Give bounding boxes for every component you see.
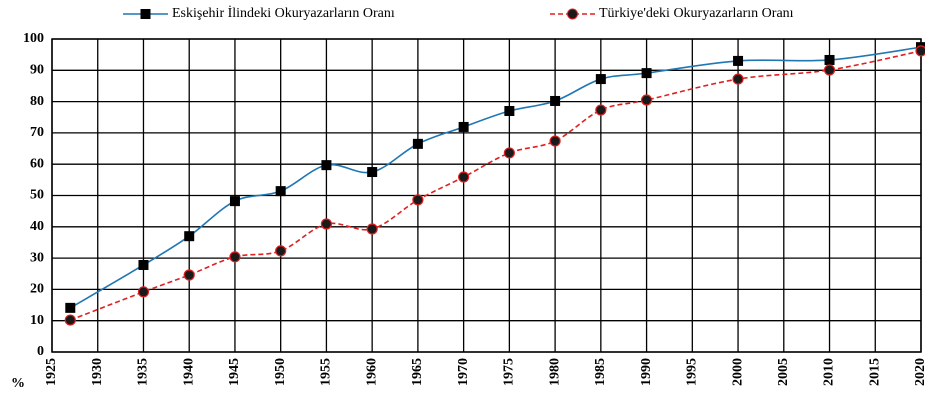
marker — [138, 259, 149, 270]
marker — [550, 95, 561, 106]
marker — [732, 73, 744, 85]
legend-label: Eskişehir İlindeki Okuryazarların Oranı — [172, 5, 395, 21]
marker — [595, 104, 607, 116]
x-tick-label: 2015 — [867, 358, 882, 386]
marker — [64, 314, 76, 326]
y-tick-label: 40 — [30, 219, 44, 234]
x-tick-label: 1945 — [227, 358, 242, 386]
marker — [641, 68, 652, 79]
y-tick-label: 20 — [30, 282, 44, 297]
marker — [503, 147, 515, 159]
marker — [321, 160, 332, 171]
marker — [412, 194, 424, 206]
marker — [320, 218, 333, 230]
x-tick-label: 1985 — [593, 358, 608, 386]
y-tick-label: 50 — [30, 188, 44, 203]
marker — [595, 74, 606, 85]
y-axis-label: % — [11, 376, 25, 391]
legend-label: Türkiye'deki Okuryazarların Oranı — [599, 6, 794, 21]
x-tick-label: 1965 — [410, 358, 425, 386]
x-tick-label: 1995 — [685, 358, 700, 386]
x-tick-label: 1950 — [273, 358, 288, 386]
x-tick-label: 2010 — [822, 358, 837, 386]
x-tick-label: 1930 — [90, 358, 105, 386]
x-tick-label: 1955 — [319, 358, 334, 386]
y-tick-label: 60 — [30, 156, 44, 171]
marker — [458, 171, 470, 183]
series-line — [69, 46, 922, 309]
y-tick-label: 90 — [30, 63, 44, 78]
x-tick-label: 1975 — [502, 358, 517, 386]
x-tick-label: 1940 — [181, 358, 196, 386]
x-tick-label: 1925 — [44, 358, 59, 386]
marker — [640, 94, 653, 106]
marker — [229, 196, 240, 207]
x-tick-label: 2000 — [730, 358, 745, 386]
marker — [65, 302, 76, 313]
y-tick-label: 0 — [37, 344, 44, 359]
marker — [275, 245, 287, 257]
plot-border — [51, 38, 922, 353]
marker — [137, 286, 150, 298]
legend-marker — [567, 8, 578, 20]
x-tick-label: 1960 — [364, 358, 379, 386]
marker — [549, 135, 561, 147]
y-tick-label: 100 — [23, 31, 44, 46]
marker — [823, 64, 836, 76]
y-tick-label: 30 — [30, 250, 44, 265]
x-tick-label: 1970 — [456, 358, 471, 386]
marker — [184, 231, 195, 242]
marker — [412, 138, 423, 149]
marker — [366, 223, 378, 235]
marker — [275, 186, 286, 197]
series-line — [70, 50, 922, 321]
x-tick-label: 1990 — [639, 358, 654, 386]
x-tick-label: 2005 — [776, 358, 791, 386]
marker — [733, 55, 744, 66]
y-tick-label: 10 — [30, 313, 44, 328]
marker — [229, 251, 241, 263]
marker — [367, 167, 378, 178]
y-tick-label: 70 — [30, 125, 44, 140]
marker — [504, 105, 515, 116]
legend-marker — [140, 9, 151, 19]
marker — [183, 269, 195, 281]
marker — [915, 45, 925, 57]
x-tick-label: 1980 — [547, 358, 562, 386]
x-tick-label: 1935 — [136, 358, 151, 386]
y-tick-label: 80 — [30, 94, 44, 109]
x-tick-label: 2020 — [913, 358, 925, 386]
marker — [824, 54, 835, 65]
marker — [458, 121, 469, 132]
